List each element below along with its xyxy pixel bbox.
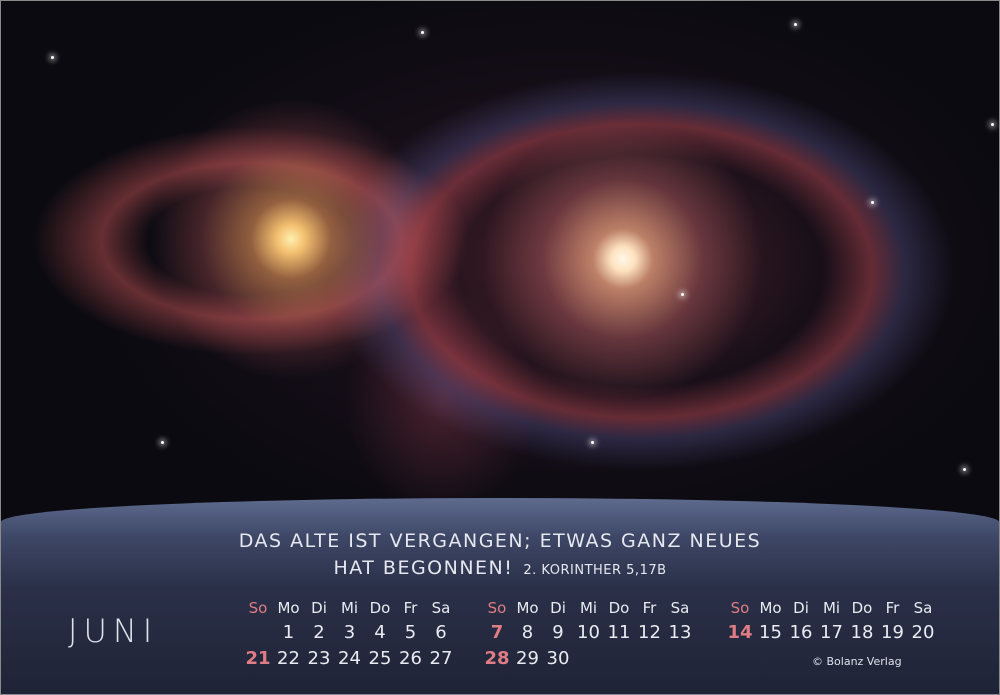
- day: 22: [277, 648, 300, 669]
- weekday-header: Mi: [579, 599, 598, 617]
- copyright: © Bolanz Verlag: [812, 655, 902, 668]
- weekday-header: Sa: [431, 599, 451, 617]
- weekday-header: So: [730, 599, 750, 617]
- weekday-header: Fr: [885, 599, 900, 617]
- star: [963, 468, 966, 471]
- weekday-header: Do: [369, 599, 391, 617]
- day-sunday: 14: [727, 622, 753, 643]
- weekday-header: Di: [793, 599, 809, 617]
- day: 3: [343, 622, 356, 643]
- day-sunday: 28: [484, 648, 510, 669]
- galaxy-photo: [1, 1, 999, 521]
- weekday-header: So: [248, 599, 268, 617]
- weekday-header: Mo: [516, 599, 539, 617]
- star: [991, 123, 994, 126]
- day: 18: [850, 622, 874, 643]
- day: 19: [881, 622, 904, 643]
- weekday-header: Mo: [759, 599, 782, 617]
- weekday-header: Fr: [642, 599, 657, 617]
- weekday-header: Di: [311, 599, 327, 617]
- weekday-header: Mi: [340, 599, 359, 617]
- quote-line-1: DAS ALTE IST VERGANGEN; ETWAS GANZ NEUES: [238, 530, 762, 552]
- day: 15: [759, 622, 782, 643]
- star: [871, 201, 874, 204]
- day: 12: [638, 622, 661, 643]
- star: [51, 56, 54, 59]
- day: 30: [546, 648, 570, 669]
- day: 4: [374, 622, 386, 643]
- weekday-header: Do: [851, 599, 873, 617]
- star: [681, 293, 684, 296]
- star: [161, 441, 164, 444]
- month-name: JUNI: [68, 612, 159, 650]
- day: 1: [282, 622, 295, 643]
- star: [794, 23, 797, 26]
- star: [421, 31, 424, 34]
- day: 5: [404, 622, 417, 643]
- day: 29: [516, 648, 539, 669]
- weekday-header: So: [487, 599, 507, 617]
- day: 23: [307, 648, 331, 669]
- quote-line-2-text: HAT BEGONNEN!: [333, 557, 514, 579]
- day: 16: [789, 622, 813, 643]
- day: 11: [607, 622, 631, 643]
- weekday-header: Sa: [670, 599, 690, 617]
- day: 24: [338, 648, 361, 669]
- star: [591, 441, 594, 444]
- quote-reference: 2. KORINTHER 5,17B: [523, 563, 667, 578]
- quote-line-2: HAT BEGONNEN! 2. KORINTHER 5,17B: [0, 557, 1000, 579]
- weekday-header: Fr: [403, 599, 418, 617]
- day: 9: [552, 622, 564, 643]
- day-sunday: 7: [490, 622, 504, 643]
- day: 25: [368, 648, 392, 669]
- day: 6: [435, 622, 447, 643]
- day-sunday: 21: [245, 648, 271, 669]
- day: 26: [399, 648, 422, 669]
- day: 13: [668, 622, 692, 643]
- weekday-header: Mo: [277, 599, 300, 617]
- day: 27: [429, 648, 453, 669]
- weekday-header: Mi: [822, 599, 841, 617]
- day: 20: [911, 622, 935, 643]
- weekday-header: Do: [608, 599, 630, 617]
- day: 10: [577, 622, 600, 643]
- day: 17: [820, 622, 843, 643]
- calendar-panel: [1, 498, 999, 694]
- day: 8: [521, 622, 534, 643]
- day: 2: [313, 622, 325, 643]
- weekday-header: Sa: [913, 599, 933, 617]
- weekday-header: Di: [550, 599, 566, 617]
